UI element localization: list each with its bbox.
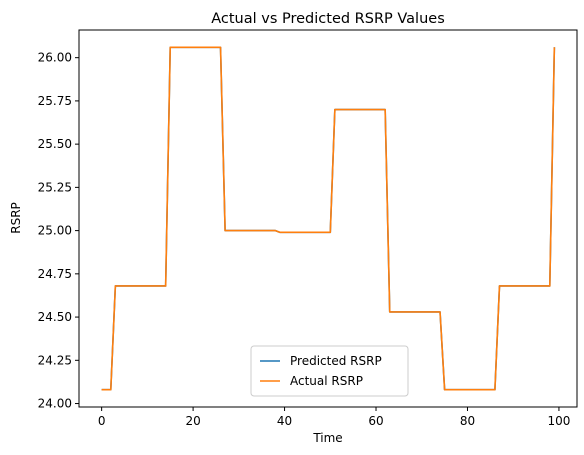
y-tick-label: 25.00 (38, 224, 72, 238)
x-tick-label: 60 (368, 414, 383, 428)
legend-frame (250, 345, 409, 397)
plot-area-frame (78, 29, 578, 408)
legend-label-1: Actual RSRP (290, 374, 363, 388)
y-tick-label: 26.00 (38, 51, 72, 65)
x-tick-label: 0 (98, 414, 106, 428)
chart-title: Actual vs Predicted RSRP Values (211, 11, 445, 27)
x-tick-label: 100 (547, 414, 570, 428)
x-axis-label: Time (312, 431, 342, 445)
y-tick-label: 24.75 (38, 267, 72, 281)
x-tick-label: 40 (277, 414, 292, 428)
series-line-1 (101, 46, 556, 391)
y-tick-label: 24.50 (38, 310, 72, 324)
y-axis-ticks: 24.00 24.25 24.50 24.75 25.00 25.25 25.50 25.75… (38, 51, 79, 411)
y-tick-label: 25.50 (38, 137, 72, 151)
x-tick-label: 20 (185, 414, 200, 428)
x-tick-label: 80 (460, 414, 475, 428)
y-tick-label: 24.25 (38, 353, 72, 367)
y-tick-label: 25.75 (38, 94, 72, 108)
y-tick-label: 25.25 (38, 180, 72, 194)
x-axis-ticks: 0 20 40 60 80 100 (98, 407, 570, 428)
series-layer (101, 46, 556, 391)
legend: Predicted RSRP Actual RSRP (250, 345, 409, 397)
legend-label-0: Predicted RSRP (290, 354, 382, 368)
y-axis-label: RSRP (9, 202, 23, 234)
y-tick-label: 24.00 (38, 397, 72, 411)
